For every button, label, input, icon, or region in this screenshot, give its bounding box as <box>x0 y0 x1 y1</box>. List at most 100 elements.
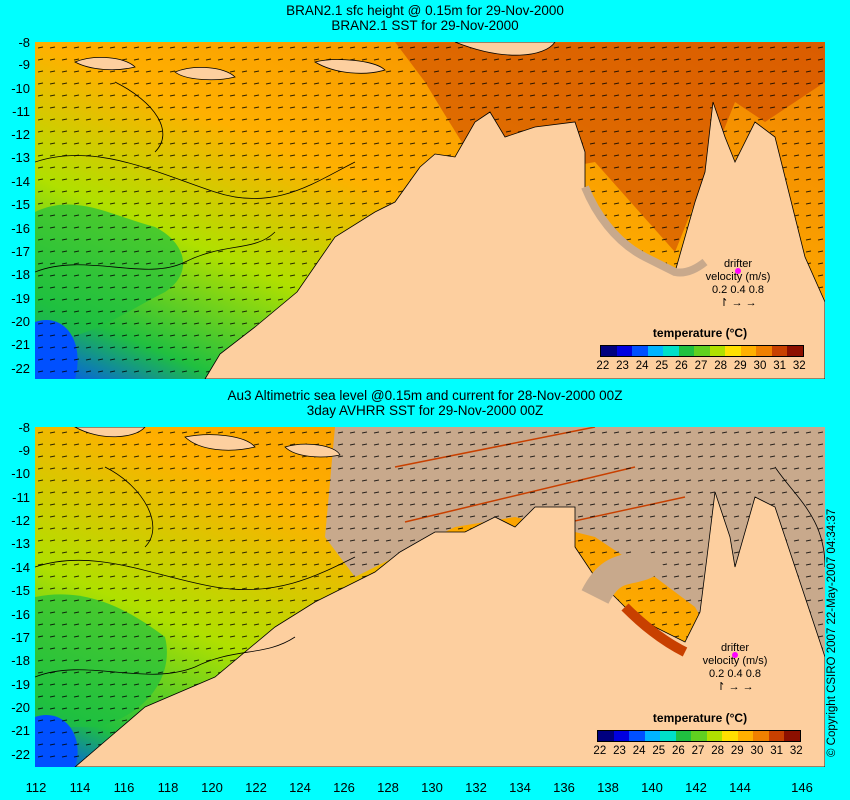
colorbar-swatch <box>787 346 803 356</box>
lat-label: -21 <box>11 337 30 352</box>
lat-label: -16 <box>11 221 30 236</box>
colorbar-swatch <box>706 731 723 741</box>
colorbar-swatch <box>601 346 617 356</box>
top-colorbar-title: temperature (°C) <box>652 326 748 340</box>
top-title-line2: BRAN2.1 SST for 29-Nov-2000 <box>331 18 519 33</box>
lon-label: 128 <box>377 780 399 795</box>
colorbar-swatch <box>709 346 726 356</box>
colorbar-tick: 27 <box>694 360 708 372</box>
colorbar-tick: 24 <box>632 745 646 757</box>
bottom-colorbar-ticks: 22 23 24 25 26 27 28 29 30 31 32 <box>590 745 806 757</box>
lon-label: 146 <box>791 780 813 795</box>
lat-label: -22 <box>11 361 30 376</box>
drifter-marker-icon <box>735 268 741 274</box>
bottom-drifter-legend: drifter velocity (m/s) 0.2 0.4 0.8 ↾ → → <box>690 642 780 694</box>
colorbar-tick: 32 <box>792 360 806 372</box>
colorbar-swatch <box>613 731 630 741</box>
colorbar-tick: 30 <box>753 360 767 372</box>
lat-label: -9 <box>18 443 30 458</box>
colorbar-swatch <box>725 346 741 356</box>
lat-label: -8 <box>18 420 30 435</box>
colorbar-swatch <box>644 731 661 741</box>
lat-label: -13 <box>11 150 30 165</box>
lat-label: -12 <box>11 513 30 528</box>
bottom-title-line2: 3day AVHRR SST for 29-Nov-2000 00Z <box>306 403 544 418</box>
lon-label: 134 <box>509 780 531 795</box>
lat-label: -19 <box>11 291 30 306</box>
colorbar-tick: 32 <box>789 745 803 757</box>
colorbar-swatch <box>616 346 633 356</box>
bottom-title-line1: Au3 Altimetric sea level @0.15m and curr… <box>227 388 623 403</box>
colorbar-tick: 30 <box>750 745 764 757</box>
lon-label: 130 <box>421 780 443 795</box>
colorbar-swatch <box>737 731 754 741</box>
bottom-sst-map <box>35 427 825 767</box>
colorbar-tick: 23 <box>613 745 626 757</box>
top-colorbar-ticks: 22 23 24 25 26 27 28 29 30 31 32 <box>593 360 809 372</box>
lon-label: 142 <box>685 780 707 795</box>
lat-label: -11 <box>12 490 30 505</box>
top-drifter-legend: drifter velocity (m/s) 0.2 0.4 0.8 ↾ → → <box>693 258 783 310</box>
bottom-panel-title: Au3 Altimetric sea level @0.15m and curr… <box>0 388 850 418</box>
colorbar-tick: 23 <box>616 360 629 372</box>
top-title-line1: BRAN2.1 sfc height @ 0.15m for 29-Nov-20… <box>286 3 564 18</box>
colorbar-swatch <box>753 731 769 741</box>
colorbar-tick: 26 <box>671 745 685 757</box>
colorbar-swatch <box>663 346 679 356</box>
lon-label: 116 <box>113 780 135 795</box>
lat-label: -14 <box>11 174 30 189</box>
top-colorbar <box>600 345 804 357</box>
colorbar-swatch <box>675 731 692 741</box>
colorbar-swatch <box>647 346 664 356</box>
lon-label: 120 <box>201 780 223 795</box>
lon-label: 140 <box>641 780 663 795</box>
colorbar-swatch <box>740 346 757 356</box>
drifter-velocity-values: 0.2 0.4 0.8 <box>712 284 764 296</box>
colorbar-tick: 27 <box>691 745 705 757</box>
colorbar-swatch <box>768 731 785 741</box>
colorbar-swatch <box>722 731 738 741</box>
colorbar-tick: 31 <box>773 360 786 372</box>
lon-label: 136 <box>553 780 575 795</box>
colorbar-tick: 29 <box>730 745 744 757</box>
lat-label: -19 <box>11 677 30 692</box>
lon-label: 118 <box>157 780 179 795</box>
drifter-velocity-label: velocity (m/s) <box>705 271 771 283</box>
drifter-label: drifter <box>723 258 753 270</box>
colorbar-swatch <box>660 731 676 741</box>
top-panel-title: BRAN2.1 sfc height @ 0.15m for 29-Nov-20… <box>0 3 850 33</box>
colorbar-tick: 22 <box>596 360 610 372</box>
copyright-notice: © Copyright CSIRO 2007 22-May-2007 04:34… <box>826 508 838 757</box>
colorbar-tick: 29 <box>733 360 747 372</box>
lat-label: -22 <box>11 747 30 762</box>
colorbar-tick: 28 <box>711 745 725 757</box>
lat-label: -8 <box>18 35 30 50</box>
lat-label: -16 <box>11 607 30 622</box>
colorbar-swatch <box>632 346 648 356</box>
bottom-colorbar <box>597 730 801 742</box>
lat-label: -20 <box>11 700 30 715</box>
top-sst-map <box>35 42 825 379</box>
colorbar-tick: 24 <box>635 360 649 372</box>
colorbar-swatch <box>629 731 645 741</box>
lat-label: -10 <box>11 81 30 96</box>
lon-label: 124 <box>289 780 311 795</box>
lat-label: -11 <box>12 104 30 119</box>
colorbar-tick: 25 <box>655 360 669 372</box>
colorbar-tick: 22 <box>593 745 607 757</box>
lon-label: 138 <box>597 780 619 795</box>
lat-label: -14 <box>11 560 30 575</box>
lat-label: -21 <box>11 723 30 738</box>
lon-label: 132 <box>465 780 487 795</box>
drifter-scale-arrows: ↾ → → <box>716 681 754 693</box>
colorbar-swatch <box>771 346 788 356</box>
lon-label: 144 <box>729 780 751 795</box>
drifter-velocity-values: 0.2 0.4 0.8 <box>709 668 761 680</box>
drifter-scale-arrows: ↾ → → <box>719 297 757 309</box>
lat-label: -10 <box>11 466 30 481</box>
drifter-marker-icon <box>732 652 738 658</box>
lat-label: -9 <box>18 57 30 72</box>
colorbar-swatch <box>756 346 772 356</box>
lat-label: -17 <box>11 244 30 259</box>
lat-label: -18 <box>11 267 30 282</box>
